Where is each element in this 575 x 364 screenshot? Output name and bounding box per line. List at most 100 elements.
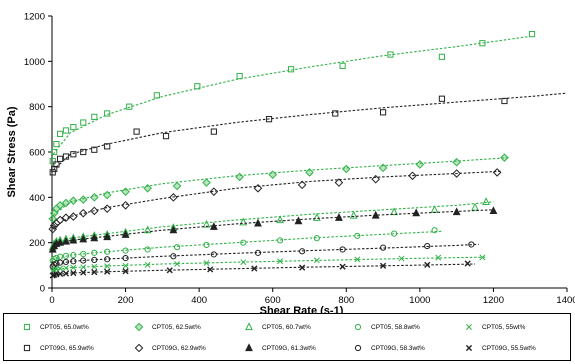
data-point <box>379 109 387 116</box>
data-point <box>430 205 439 213</box>
series-1 <box>49 92 568 176</box>
data-point <box>122 247 129 254</box>
data-point <box>294 216 303 225</box>
series-7 <box>49 241 479 270</box>
marker-stroke <box>91 263 98 270</box>
data-point <box>102 190 112 200</box>
legend-item: CPT05, 58.8wt% <box>351 318 420 336</box>
legend-label: CPT05, 62.5wt% <box>152 323 201 331</box>
x-tick-label: 600 <box>265 295 281 306</box>
marker-stroke <box>63 265 69 272</box>
data-point <box>254 249 262 256</box>
legend-label: CPT09G, 61.3wt% <box>262 344 316 352</box>
data-point <box>70 258 77 265</box>
data-point <box>398 255 405 262</box>
marker-stroke <box>53 266 60 273</box>
data-point <box>69 196 78 206</box>
data-point <box>379 244 387 251</box>
data-point <box>334 178 344 187</box>
data-point <box>91 256 98 263</box>
data-point <box>210 128 217 135</box>
marker-stroke <box>339 263 346 270</box>
y-tick-label: 200 <box>29 238 45 249</box>
x-tick-label: 1000 <box>409 295 430 306</box>
data-point <box>210 251 217 258</box>
data-point <box>235 172 244 182</box>
data-point <box>89 206 99 216</box>
plot-area: 0 200 400 600 800 1000 1200 0 200 400 600 800 1000 12… <box>6 12 575 314</box>
data-point <box>412 208 421 217</box>
data-point <box>254 218 262 227</box>
marker-stroke <box>240 259 247 266</box>
data-point <box>528 31 536 38</box>
data-point <box>202 178 211 187</box>
fit-line <box>52 209 494 248</box>
data-point <box>55 200 65 210</box>
data-point <box>70 269 77 277</box>
series-8 <box>49 254 487 274</box>
data-point <box>104 110 111 117</box>
legend-marker <box>465 344 473 352</box>
data-point <box>121 230 130 238</box>
data-point <box>297 180 307 190</box>
series-6 <box>49 227 442 264</box>
data-point <box>104 143 111 150</box>
data-point <box>492 168 502 177</box>
legend-marker-shape <box>354 344 362 352</box>
data-point <box>56 259 64 266</box>
legend-label: CPT09G, 55.5wt% <box>482 344 536 352</box>
marker-stroke <box>207 266 214 273</box>
data-point <box>80 148 87 156</box>
legend-marker <box>245 343 253 352</box>
legend-marker-shape <box>245 343 253 352</box>
series-0 <box>49 31 536 165</box>
marker-stroke <box>70 264 77 271</box>
data-point <box>379 262 387 269</box>
x-tick-label: 1400 <box>556 295 575 306</box>
marker-stroke <box>465 344 473 352</box>
data-point <box>170 253 177 260</box>
legend-label: CPT09G, 65.9wt% <box>40 344 94 352</box>
legend-marker-shape <box>245 322 253 331</box>
data-point <box>354 256 361 263</box>
marker-stroke <box>424 261 431 268</box>
data-point <box>49 157 56 165</box>
data-point <box>202 219 211 228</box>
data-point <box>172 181 182 191</box>
data-point <box>56 237 65 246</box>
data-point <box>173 244 181 251</box>
data-point <box>408 171 417 181</box>
data-point <box>209 187 219 196</box>
data-point <box>468 241 475 248</box>
data-point <box>240 239 247 246</box>
marker-stroke <box>56 270 64 278</box>
marker-stroke <box>104 268 111 275</box>
legend-marker <box>245 322 253 331</box>
data-point <box>203 260 210 267</box>
data-point <box>143 183 152 193</box>
data-point <box>133 128 140 135</box>
legend-marker-shape <box>134 343 144 353</box>
data-point <box>56 130 64 137</box>
data-point <box>144 261 151 268</box>
data-point <box>438 95 446 102</box>
marker-stroke <box>466 324 472 330</box>
data-point <box>305 168 314 177</box>
legend: CPT05, 65.0wt% CPT09G, 65.9wt% CPT05, 62.5… <box>3 313 571 361</box>
marker-stroke <box>479 254 486 261</box>
series-2 <box>48 153 509 224</box>
data-point <box>169 225 178 234</box>
data-point <box>371 174 381 184</box>
x-tick-label: 0 <box>49 295 54 306</box>
marker-stroke <box>379 262 387 269</box>
marker-stroke <box>57 265 64 272</box>
data-point <box>354 232 361 239</box>
marker-stroke <box>70 269 77 277</box>
data-point <box>471 202 479 211</box>
chart-svg: 0 200 400 600 800 1000 1200 0 200 400 600 800 1000 12… <box>6 12 575 314</box>
data-point <box>482 197 490 205</box>
series-5 <box>48 206 498 253</box>
data-point <box>500 153 509 162</box>
marker-stroke <box>122 262 129 269</box>
data-point <box>431 227 438 234</box>
